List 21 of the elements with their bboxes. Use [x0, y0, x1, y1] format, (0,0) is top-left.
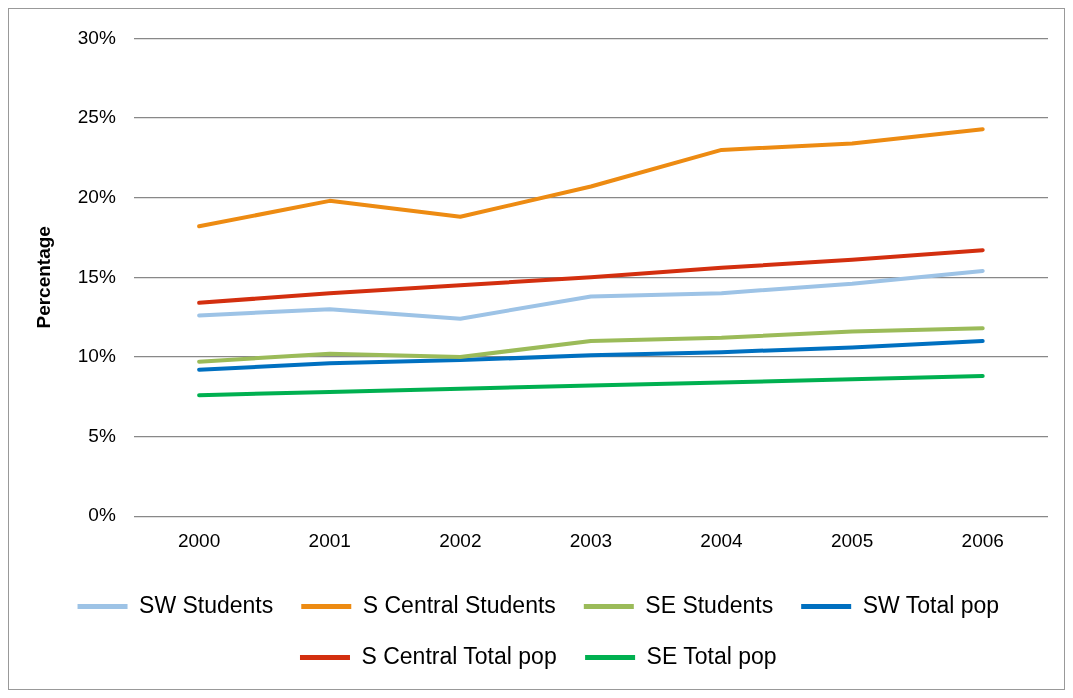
y-tick-label: 10%	[77, 345, 116, 367]
legend-label: S Central Students	[362, 591, 556, 618]
legend-label: SW Total pop	[862, 591, 1000, 618]
y-tick-label: 30%	[77, 26, 116, 48]
x-tick-label: 2001	[308, 529, 351, 551]
y-tick-label: 20%	[77, 185, 116, 207]
y-tick-label: 0%	[88, 504, 116, 526]
legend-label: SE Total pop	[646, 642, 777, 669]
x-tick-label: 2003	[569, 529, 613, 551]
x-tick-label: 2006	[961, 529, 1004, 551]
y-axis-title: Percentage	[32, 226, 54, 329]
x-tick-label: 2000	[177, 529, 221, 551]
x-tick-label: 2004	[700, 529, 744, 551]
x-tick-label: 2002	[439, 529, 482, 551]
x-tick-label: 2005	[830, 529, 874, 551]
legend-label: SE Students	[645, 591, 774, 618]
y-tick-label: 25%	[77, 106, 116, 128]
y-tick-label: 5%	[88, 424, 116, 446]
legend-label: S Central Total pop	[361, 642, 557, 669]
y-tick-label: 15%	[77, 265, 116, 287]
legend-label: SW Students	[139, 591, 274, 618]
